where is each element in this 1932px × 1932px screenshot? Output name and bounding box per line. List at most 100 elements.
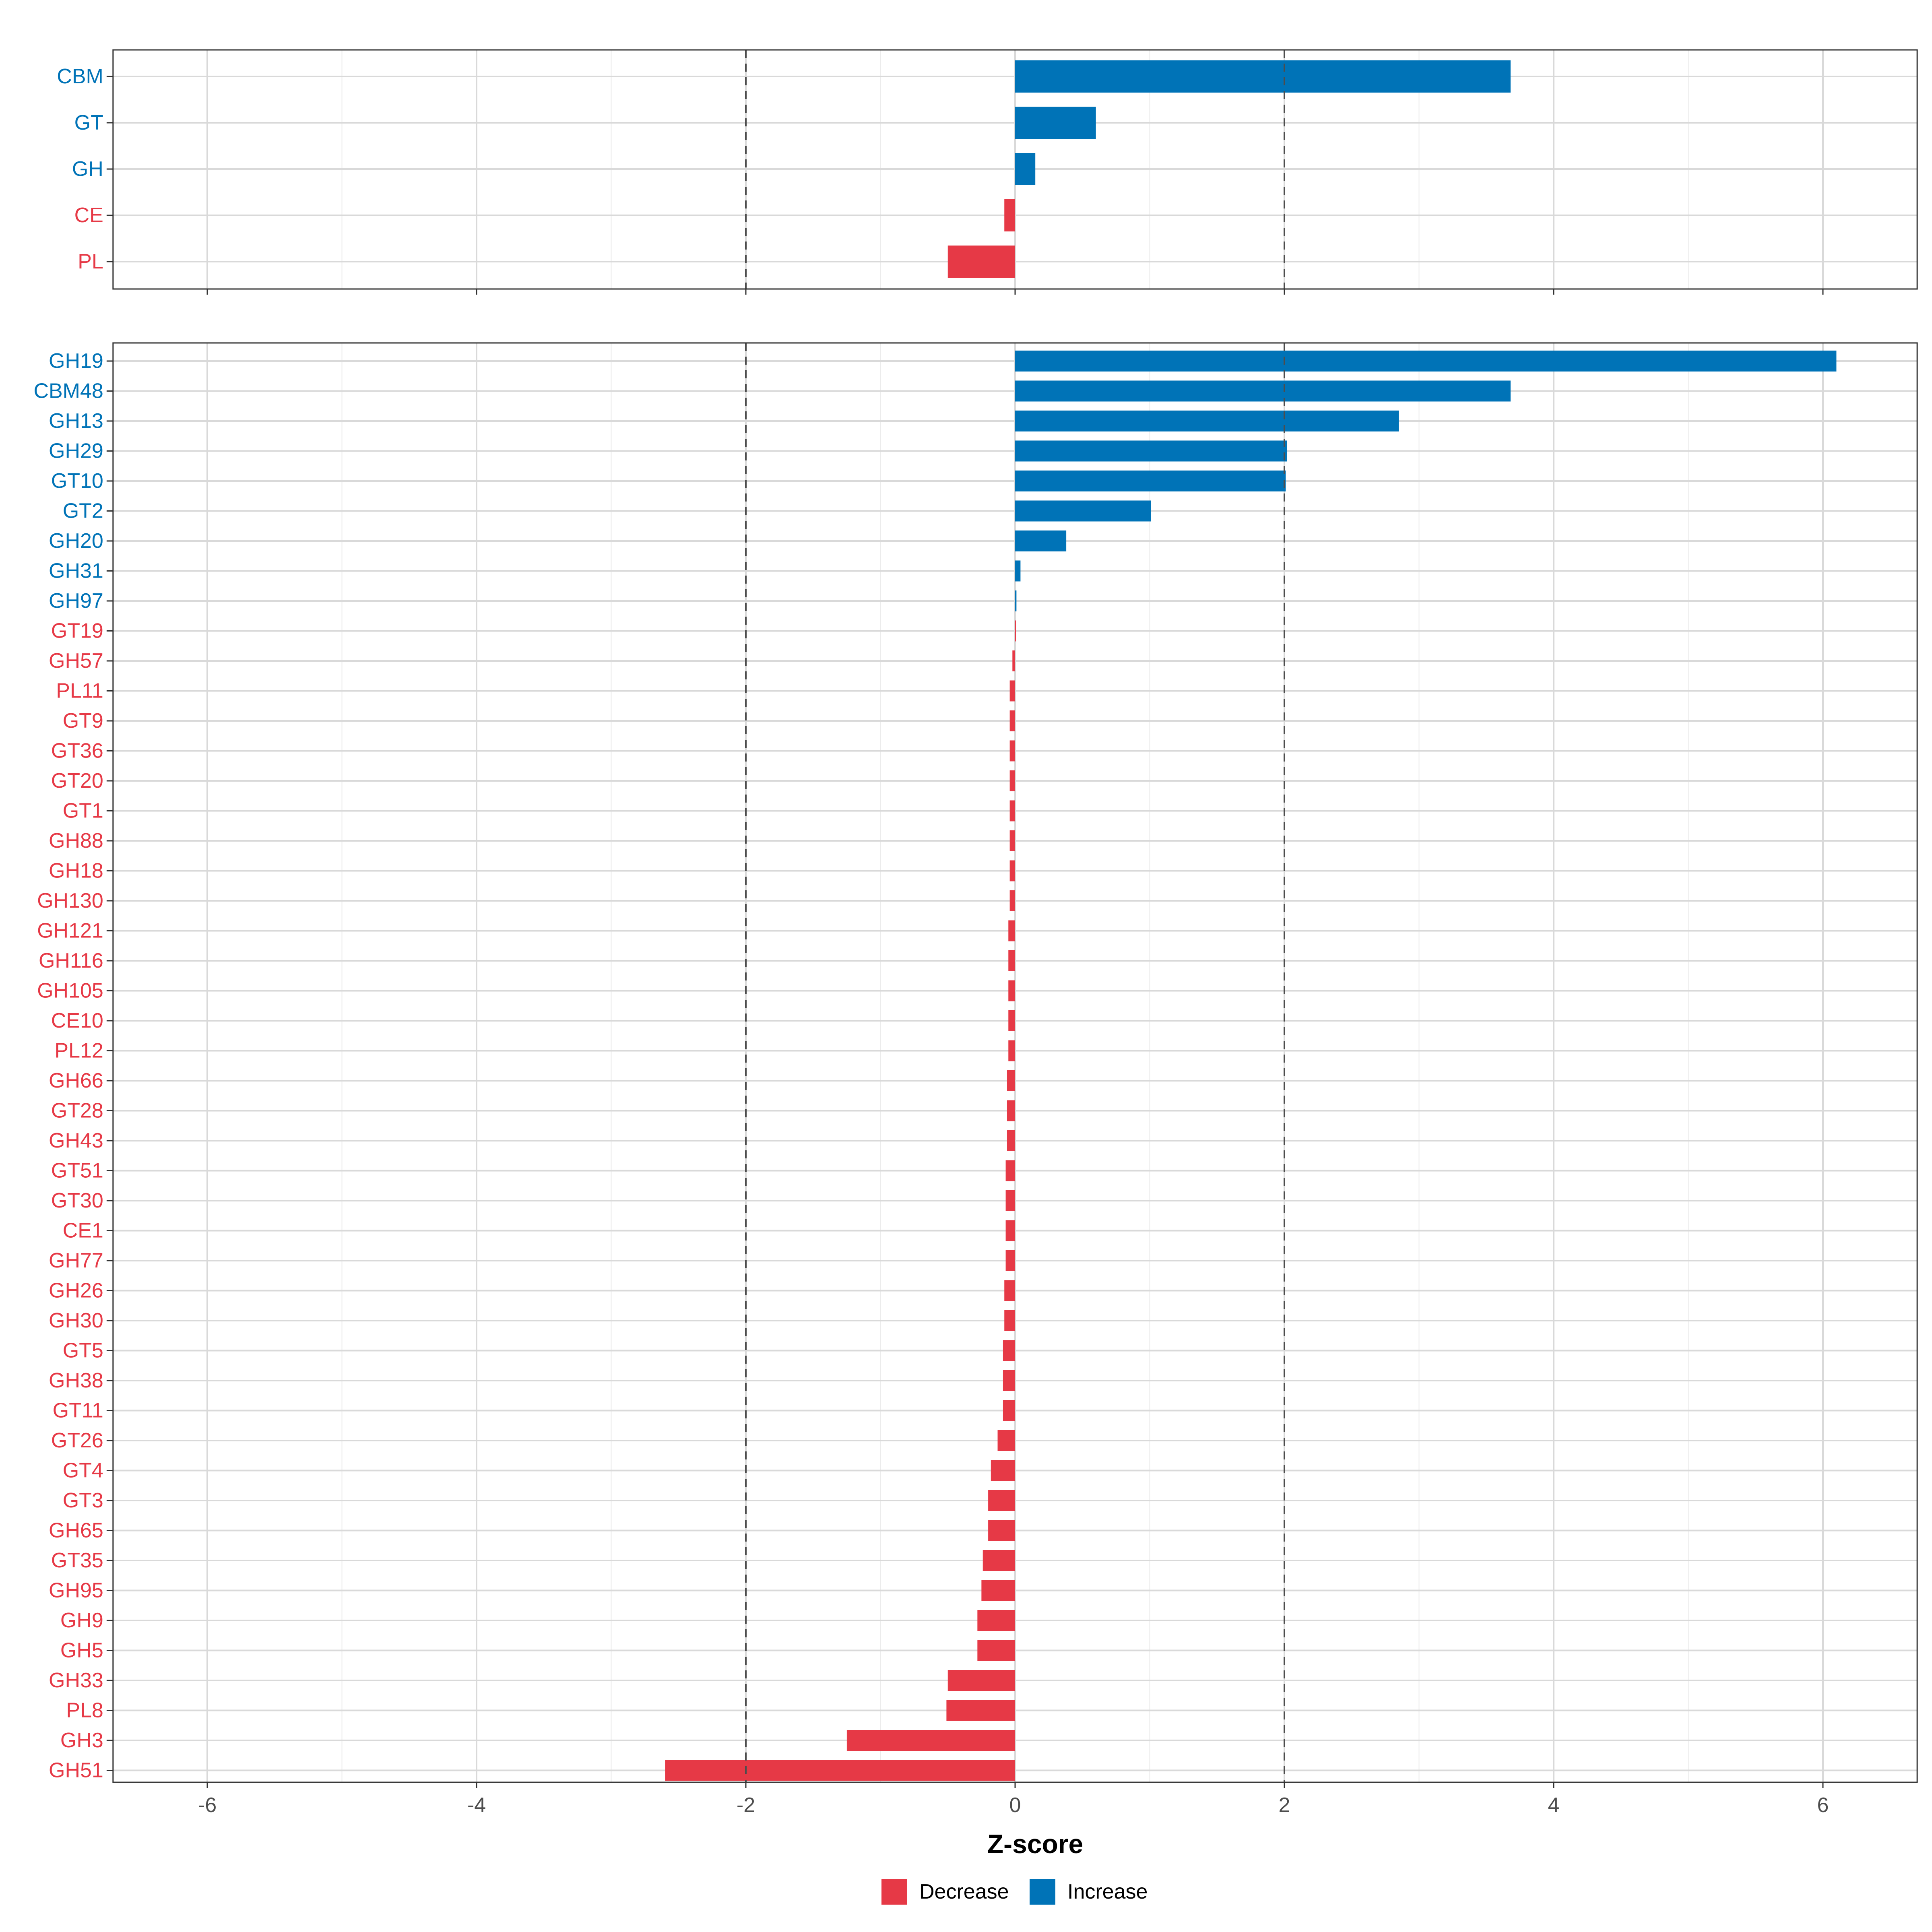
- x-tick-label: -2: [737, 1794, 755, 1817]
- bars: [665, 351, 1837, 1781]
- bar-gt: [1015, 107, 1096, 139]
- category-label: GT: [74, 111, 103, 134]
- category-label: GH20: [49, 529, 103, 553]
- bar-gh29: [1015, 440, 1287, 462]
- category-label: CE: [74, 204, 103, 227]
- bar-gh95: [981, 1580, 1015, 1601]
- category-label: GH116: [39, 949, 103, 972]
- category-label: GT36: [51, 739, 103, 763]
- x-axis-title: Z-score: [987, 1829, 1083, 1859]
- category-label: GH9: [60, 1609, 103, 1632]
- bar-gh3: [846, 1730, 1015, 1751]
- category-label: GT19: [51, 619, 103, 643]
- category-label: CE10: [51, 1009, 103, 1032]
- category-label: GH97: [49, 589, 103, 613]
- bar-gt10: [1015, 471, 1286, 491]
- bar-gh5: [977, 1640, 1015, 1661]
- x-tick-label: 0: [1009, 1794, 1021, 1817]
- category-label: GH66: [49, 1069, 103, 1092]
- category-label: GH18: [49, 859, 103, 883]
- bar-gh130: [1009, 890, 1015, 911]
- category-label: PL8: [66, 1699, 103, 1722]
- bar-gt28: [1007, 1100, 1015, 1121]
- category-label: GT11: [53, 1399, 103, 1422]
- bar-gt19: [1015, 620, 1016, 642]
- x-tick-label: 2: [1279, 1794, 1290, 1817]
- legend-swatch-increase: [1030, 1879, 1055, 1905]
- bar-ce10: [1008, 1010, 1015, 1031]
- family-panel: GH19 CBM48 GH13 GH29 GT10 GT2 GH20 GH31 GH97 GT19…: [33, 342, 1918, 1788]
- category-label: GH88: [49, 829, 103, 852]
- bar-gt3: [988, 1490, 1015, 1511]
- bar-gh18: [1009, 860, 1015, 881]
- bar-ce: [1004, 199, 1015, 231]
- bar-gt11: [1003, 1400, 1015, 1421]
- legend-label-increase: Increase: [1067, 1880, 1148, 1903]
- legend-label-decrease: Decrease: [919, 1880, 1009, 1903]
- bar-gh26: [1004, 1280, 1015, 1301]
- class-panel: CBM GT GH CE PL: [57, 49, 1918, 295]
- category-label: GH3: [60, 1729, 103, 1752]
- bar-gh77: [1005, 1250, 1015, 1271]
- bar-gh51: [665, 1760, 1015, 1781]
- category-label: GT51: [51, 1159, 103, 1183]
- legend: Decrease Increase: [881, 1879, 1148, 1905]
- category-label: PL11: [56, 679, 103, 703]
- bar-gh66: [1007, 1070, 1015, 1091]
- category-label: GT28: [51, 1099, 103, 1123]
- category-label: GT1: [63, 799, 103, 823]
- category-label: GH77: [49, 1249, 103, 1272]
- category-label: GH19: [49, 349, 103, 373]
- bar-pl11: [1009, 680, 1015, 702]
- bar-gh: [1015, 153, 1036, 185]
- category-label: GH51: [49, 1759, 103, 1782]
- bar-gh88: [1009, 830, 1015, 851]
- category-label: GT5: [63, 1339, 103, 1362]
- bar-pl8: [946, 1700, 1015, 1721]
- x-axis: -6 -4 -2 0 2 4 6: [198, 1794, 1829, 1817]
- y-axis-labels: CBM GT GH CE PL: [57, 65, 113, 273]
- category-label: GH30: [49, 1309, 103, 1332]
- category-label: GT9: [63, 709, 103, 733]
- x-tick-label: -6: [198, 1794, 217, 1817]
- category-label: GH57: [49, 649, 103, 673]
- category-label: PL: [78, 250, 103, 273]
- x-tick-label: -4: [467, 1794, 486, 1817]
- bar-gh116: [1008, 950, 1015, 971]
- category-label: PL12: [54, 1039, 103, 1063]
- category-label: GH121: [37, 919, 103, 943]
- bar-pl12: [1008, 1040, 1015, 1061]
- category-label: GH43: [49, 1129, 103, 1152]
- category-label: GH31: [49, 559, 103, 583]
- category-label: GT26: [51, 1429, 103, 1452]
- bar-gh105: [1008, 980, 1015, 1001]
- category-label: GH33: [49, 1669, 103, 1692]
- category-label: GT30: [51, 1189, 103, 1212]
- bar-gh20: [1015, 530, 1067, 551]
- category-label: CBM: [57, 65, 103, 88]
- bar-gh13: [1015, 411, 1399, 431]
- bar-gt51: [1005, 1160, 1015, 1181]
- bar-gh43: [1007, 1130, 1015, 1151]
- category-label: GH38: [49, 1369, 103, 1392]
- category-label: GH13: [49, 409, 103, 433]
- category-label: GH130: [37, 889, 103, 912]
- legend-swatch-decrease: [881, 1879, 907, 1905]
- bars: [947, 60, 1511, 278]
- bar-gh31: [1015, 560, 1021, 582]
- category-label: CE1: [63, 1219, 103, 1243]
- category-label: GH26: [49, 1279, 103, 1302]
- bar-gh33: [947, 1670, 1015, 1691]
- bar-gh19: [1015, 351, 1837, 372]
- category-label: CBM48: [33, 380, 103, 403]
- panel-border: [112, 49, 1918, 290]
- bar-gh65: [988, 1520, 1015, 1541]
- category-label: GH29: [49, 440, 103, 463]
- x-tick-label: 4: [1548, 1794, 1560, 1817]
- bar-gt30: [1005, 1190, 1015, 1211]
- category-label: GH65: [49, 1519, 103, 1542]
- bar-gt5: [1003, 1340, 1015, 1361]
- category-label: GT3: [63, 1489, 103, 1512]
- category-label: GT35: [51, 1549, 103, 1572]
